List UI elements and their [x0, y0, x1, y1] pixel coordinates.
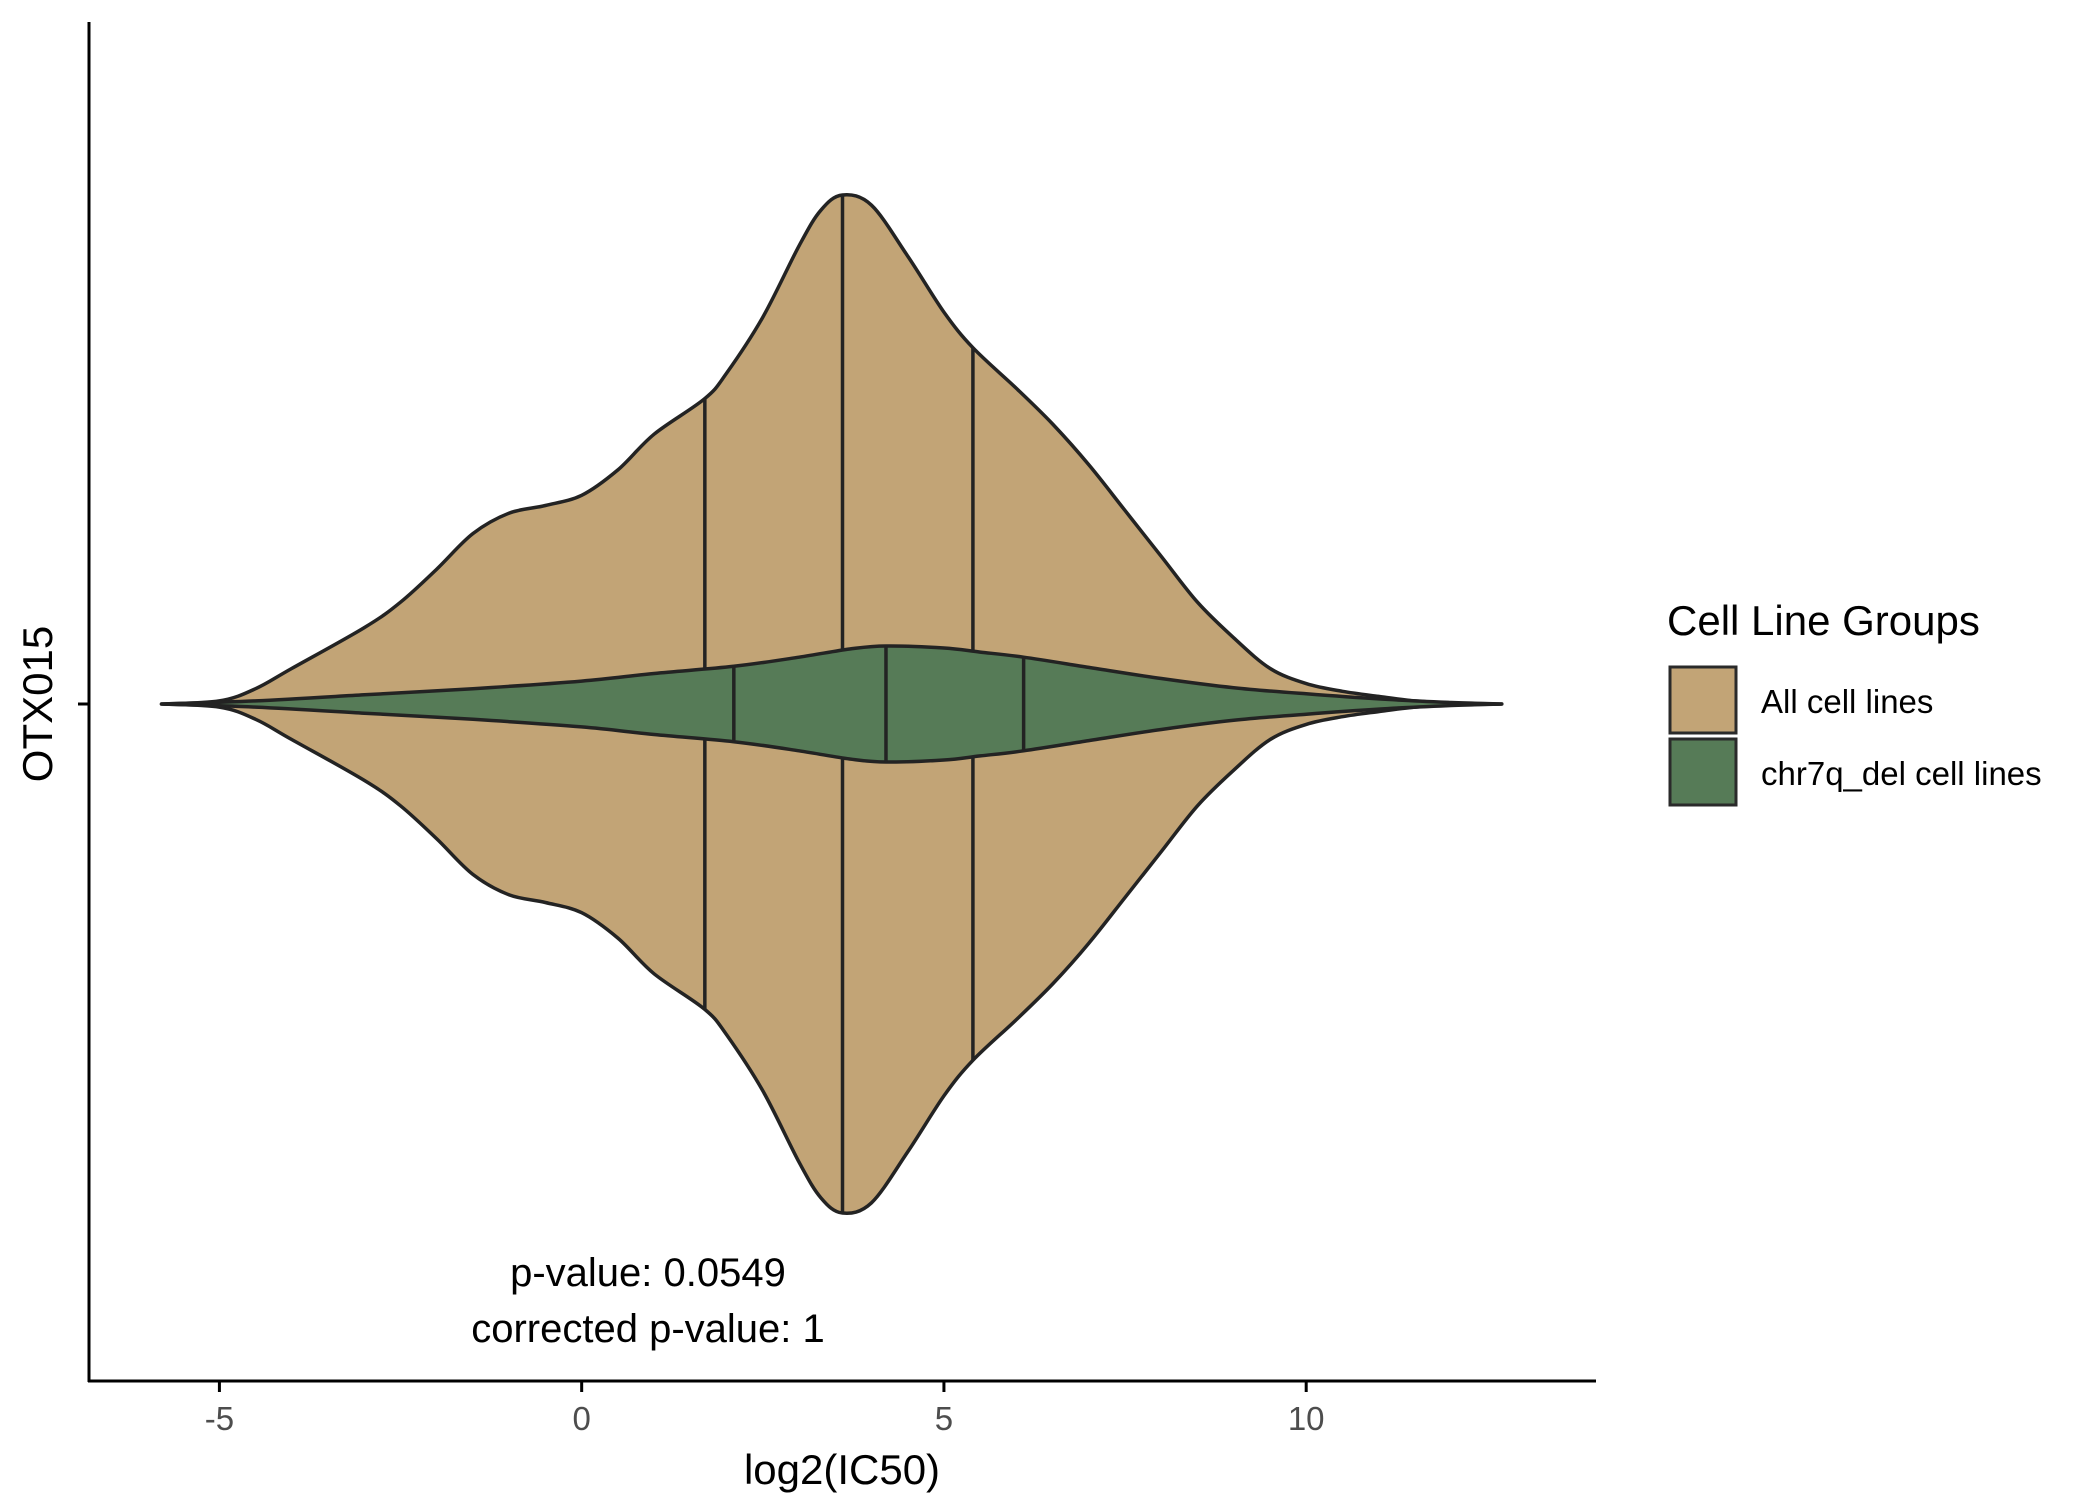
- violin-chr7q-del-cell-lines: [159, 644, 1504, 764]
- legend-label-all-cell-lines: All cell lines: [1761, 683, 1933, 720]
- legend-swatch-chr7q-del-cell-lines: [1668, 737, 1738, 807]
- plot-area: -5 0 5 10 OTX015 p-value: 0.0549 corrected …: [14, 22, 1596, 1437]
- x-ticks: -5 0 5 10: [205, 1381, 1325, 1437]
- annotation-corrected-p-value: corrected p-value: 1: [471, 1307, 825, 1351]
- y-ticks: OTX015: [14, 626, 89, 782]
- x-tick-label: 10: [1288, 1400, 1325, 1437]
- annotation-p-value: p-value: 0.0549: [510, 1251, 786, 1295]
- legend-label-chr7q-del-cell-lines: chr7q_del cell lines: [1761, 755, 2042, 792]
- violins: [159, 193, 1504, 1215]
- x-tick-label: 0: [572, 1400, 590, 1437]
- legend-title: Cell Line Groups: [1667, 597, 1980, 644]
- y-tick-label: OTX015: [14, 626, 61, 782]
- x-tick-label: 5: [935, 1400, 953, 1437]
- x-axis-label: log2(IC50): [744, 1446, 940, 1493]
- legend-swatch-all-cell-lines: [1668, 665, 1738, 735]
- legend: Cell Line Groups All cell lines chr7q_de…: [1667, 597, 2042, 807]
- x-tick-label: -5: [205, 1400, 234, 1437]
